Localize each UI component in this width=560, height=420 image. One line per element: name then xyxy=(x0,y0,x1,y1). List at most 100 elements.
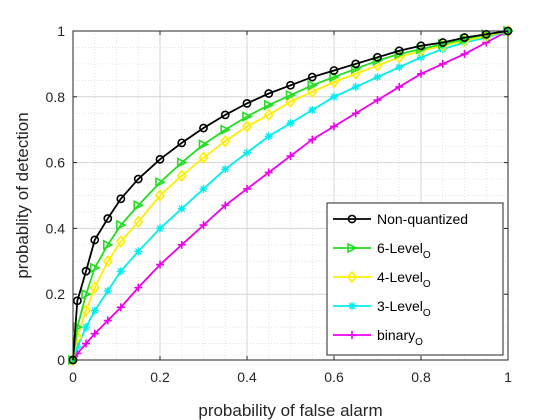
data-point xyxy=(81,288,92,300)
data-point xyxy=(308,105,317,114)
data-point xyxy=(351,109,360,118)
data-point xyxy=(417,69,425,78)
y-tick-label: 1 xyxy=(57,23,65,39)
data-point xyxy=(90,235,100,245)
data-point xyxy=(133,174,143,184)
data-point xyxy=(373,73,382,82)
series-line xyxy=(72,30,509,361)
data-point xyxy=(221,165,230,174)
data-point xyxy=(115,235,126,248)
data-point xyxy=(286,152,295,161)
data-point xyxy=(351,82,360,91)
legend-swatch-marker xyxy=(348,331,356,339)
data-point xyxy=(330,122,338,131)
data-point xyxy=(89,262,101,274)
data-point xyxy=(285,89,297,101)
data-point xyxy=(199,184,208,193)
legend-label: 4-LevelO xyxy=(377,269,431,290)
data-point xyxy=(263,99,275,111)
data-point xyxy=(198,151,209,164)
data-point xyxy=(89,281,100,294)
data-point xyxy=(307,72,317,82)
data-point xyxy=(155,154,165,164)
data-point xyxy=(134,283,143,292)
data-point xyxy=(242,98,252,108)
data-point xyxy=(134,247,143,256)
data-point xyxy=(460,33,469,42)
data-point xyxy=(220,134,231,148)
legend-label-subscript: O xyxy=(423,308,431,319)
data-point xyxy=(460,38,469,47)
x-tick-label: 0.4 xyxy=(237,369,257,385)
data-point xyxy=(417,53,425,62)
data-point xyxy=(116,267,125,276)
data-point xyxy=(199,221,208,230)
data-point xyxy=(81,266,91,276)
data-point xyxy=(243,184,251,193)
data-point xyxy=(221,201,230,210)
y-tick-label: 0.8 xyxy=(46,89,66,105)
data-point xyxy=(460,50,469,59)
data-point xyxy=(103,316,112,325)
data-point xyxy=(156,260,164,269)
data-point xyxy=(81,304,92,317)
data-point xyxy=(154,189,166,202)
data-point xyxy=(394,48,406,60)
legend-label-subscript: O xyxy=(423,250,431,261)
data-point xyxy=(394,46,404,56)
x-tick-label: 0.2 xyxy=(150,369,170,385)
data-point xyxy=(220,110,230,120)
data-point xyxy=(395,82,404,91)
data-point xyxy=(329,66,339,75)
data-point xyxy=(133,200,145,211)
data-point xyxy=(116,303,125,312)
data-point xyxy=(307,79,319,91)
legend-label: binaryO xyxy=(377,327,423,348)
data-point xyxy=(82,323,91,332)
x-tick-label: 0 xyxy=(69,369,77,385)
data-point xyxy=(116,194,126,204)
x-tick-label: 0.8 xyxy=(411,369,431,385)
data-point xyxy=(90,306,99,315)
data-point xyxy=(438,59,447,68)
y-tick-label: 0.2 xyxy=(46,286,66,302)
y-tick-label: 0 xyxy=(57,352,65,368)
x-tick-labels: 0 0.2 0.4 0.6 0.8 1 xyxy=(69,369,512,385)
data-point xyxy=(372,55,384,66)
data-point xyxy=(72,296,82,306)
data-point xyxy=(116,219,127,231)
data-point xyxy=(90,329,99,338)
data-point xyxy=(243,148,251,157)
legend-label: 6-LevelO xyxy=(377,240,431,261)
data-point xyxy=(102,255,113,268)
data-point xyxy=(351,59,361,69)
data-point xyxy=(395,63,404,72)
legend-entry: 3-LevelO xyxy=(333,298,431,319)
data-point xyxy=(264,168,273,177)
legend: Non-quantized 6-LevelO 4-LevelO 3-LevelO bin… xyxy=(326,202,504,356)
legend-swatch-marker xyxy=(347,242,358,254)
data-point xyxy=(177,204,186,213)
legend-label-subscript: O xyxy=(415,337,423,348)
legend-entry: binaryO xyxy=(333,327,423,348)
legend-entry: 6-LevelO xyxy=(333,240,431,261)
data-point xyxy=(416,41,426,51)
y-axis-label: probablity of detection xyxy=(13,112,32,278)
x-tick-label: 0.6 xyxy=(324,369,344,385)
legend-label: Non-quantized xyxy=(377,211,468,227)
data-point xyxy=(242,111,253,122)
legend-entry: 4-LevelO xyxy=(333,269,431,290)
legend-label-subscript: O xyxy=(423,279,431,290)
y-tick-label: 0.4 xyxy=(46,220,66,236)
series-binary xyxy=(69,27,512,364)
y-tick-labels: 0 0.2 0.4 0.6 0.8 1 xyxy=(46,23,66,368)
data-point xyxy=(176,169,187,183)
data-point xyxy=(308,135,317,144)
data-point xyxy=(199,123,208,133)
data-point xyxy=(286,119,295,128)
data-point xyxy=(286,80,295,90)
data-point xyxy=(307,85,318,99)
data-point xyxy=(103,239,114,251)
data-point xyxy=(416,43,427,55)
series-line xyxy=(72,30,509,361)
